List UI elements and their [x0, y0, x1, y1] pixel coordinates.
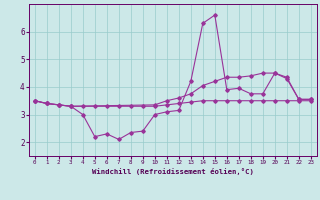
- X-axis label: Windchill (Refroidissement éolien,°C): Windchill (Refroidissement éolien,°C): [92, 168, 254, 175]
